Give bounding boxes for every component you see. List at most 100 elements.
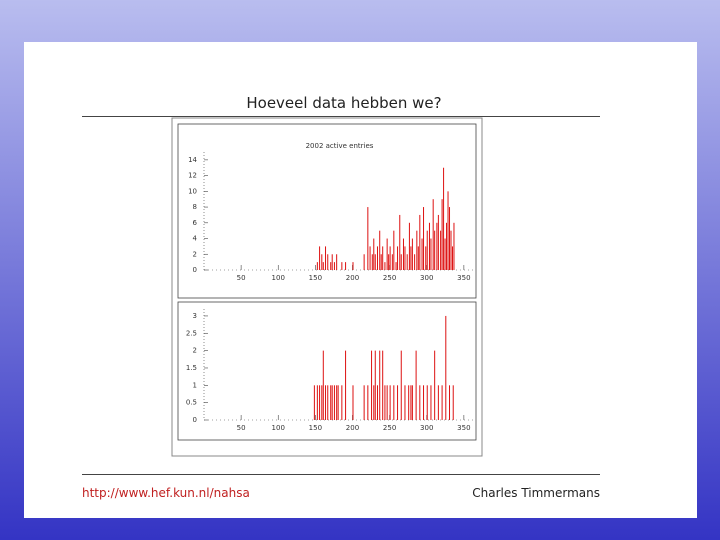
- x-tick-label: 350: [457, 424, 470, 432]
- divider: [82, 116, 600, 117]
- bar: [341, 262, 343, 270]
- bar: [397, 246, 399, 270]
- bar: [400, 254, 402, 270]
- plot-frame: [177, 123, 477, 299]
- bar: [384, 385, 386, 420]
- bar: [440, 230, 442, 270]
- y-tick-label: 2.5: [186, 329, 197, 337]
- bar: [369, 246, 371, 270]
- y-tick-label: 4: [193, 235, 198, 243]
- bar: [443, 167, 445, 270]
- bar: [453, 222, 455, 270]
- y-tick-label: 0: [193, 266, 197, 274]
- bar: [421, 238, 423, 270]
- bar: [449, 385, 451, 420]
- bar: [437, 385, 439, 420]
- x-tick-label: 350: [457, 274, 470, 282]
- bar: [333, 262, 335, 270]
- bar: [397, 385, 399, 420]
- bar: [391, 254, 393, 270]
- bar: [451, 246, 453, 270]
- bar: [319, 385, 321, 420]
- bar: [321, 254, 323, 270]
- y-tick-label: 0.5: [186, 399, 197, 407]
- bar: [327, 385, 329, 420]
- x-tick-label: 150: [309, 274, 322, 282]
- bar: [319, 246, 321, 270]
- bar: [446, 222, 448, 270]
- bar: [428, 222, 430, 270]
- y-tick-label: 0: [193, 416, 197, 424]
- y-tick-label: 3: [193, 312, 197, 320]
- y-tick-label: 2: [193, 250, 197, 258]
- bar: [423, 385, 425, 420]
- bar: [352, 385, 354, 420]
- bar: [380, 254, 382, 270]
- bar: [325, 246, 327, 270]
- bar: [416, 230, 418, 270]
- bar: [426, 230, 428, 270]
- bar: [322, 350, 324, 420]
- bar: [336, 385, 338, 420]
- x-tick-label: 250: [383, 424, 396, 432]
- bar: [373, 238, 375, 270]
- bar: [363, 385, 365, 420]
- bar: [386, 238, 388, 270]
- bar: [376, 246, 378, 270]
- y-tick-label: 2: [193, 347, 197, 355]
- bar: [432, 199, 434, 270]
- slide-title: Hoeveel data hebben we?: [246, 94, 442, 112]
- divider: [82, 474, 600, 475]
- chart-title: 2002 active entries: [306, 142, 374, 150]
- bar: [333, 385, 335, 420]
- plot-frame: [177, 301, 477, 441]
- bar: [313, 385, 315, 420]
- bar: [382, 350, 384, 420]
- bar: [321, 385, 323, 420]
- bar: [449, 207, 451, 270]
- bar: [419, 214, 421, 270]
- bar: [434, 350, 436, 420]
- bar: [437, 214, 439, 270]
- bar: [367, 207, 369, 270]
- bar: [426, 385, 428, 420]
- bar: [373, 385, 375, 420]
- bar: [402, 238, 404, 270]
- bar: [379, 350, 381, 420]
- x-tick-label: 150: [309, 424, 322, 432]
- bar: [371, 350, 373, 420]
- bar: [389, 385, 391, 420]
- bar: [400, 350, 402, 420]
- bar: [410, 246, 412, 270]
- bar: [414, 254, 416, 270]
- bar: [434, 230, 436, 270]
- bar: [423, 207, 425, 270]
- bar: [337, 385, 339, 420]
- bar: [341, 385, 343, 420]
- y-tick-label: 12: [188, 172, 197, 180]
- bar: [393, 230, 395, 270]
- bar: [447, 191, 449, 270]
- bar: [419, 385, 421, 420]
- x-tick-label: 100: [272, 424, 285, 432]
- y-tick-label: 1: [193, 381, 197, 389]
- x-tick-label: 300: [420, 424, 433, 432]
- x-tick-label: 50: [237, 424, 246, 432]
- bar: [436, 222, 438, 270]
- bar: [425, 246, 427, 270]
- bar: [389, 246, 391, 270]
- bar: [316, 262, 318, 270]
- bar: [376, 385, 378, 420]
- y-tick-label: 1.5: [186, 364, 197, 372]
- bar: [345, 262, 347, 270]
- bar: [415, 350, 417, 420]
- bar: [325, 385, 327, 420]
- y-tick-label: 14: [188, 156, 197, 164]
- bar: [330, 385, 332, 420]
- y-tick-label: 6: [193, 219, 198, 227]
- x-tick-label: 250: [383, 274, 396, 282]
- y-tick-label: 10: [188, 187, 197, 195]
- bar: [430, 238, 432, 270]
- bar: [393, 385, 395, 420]
